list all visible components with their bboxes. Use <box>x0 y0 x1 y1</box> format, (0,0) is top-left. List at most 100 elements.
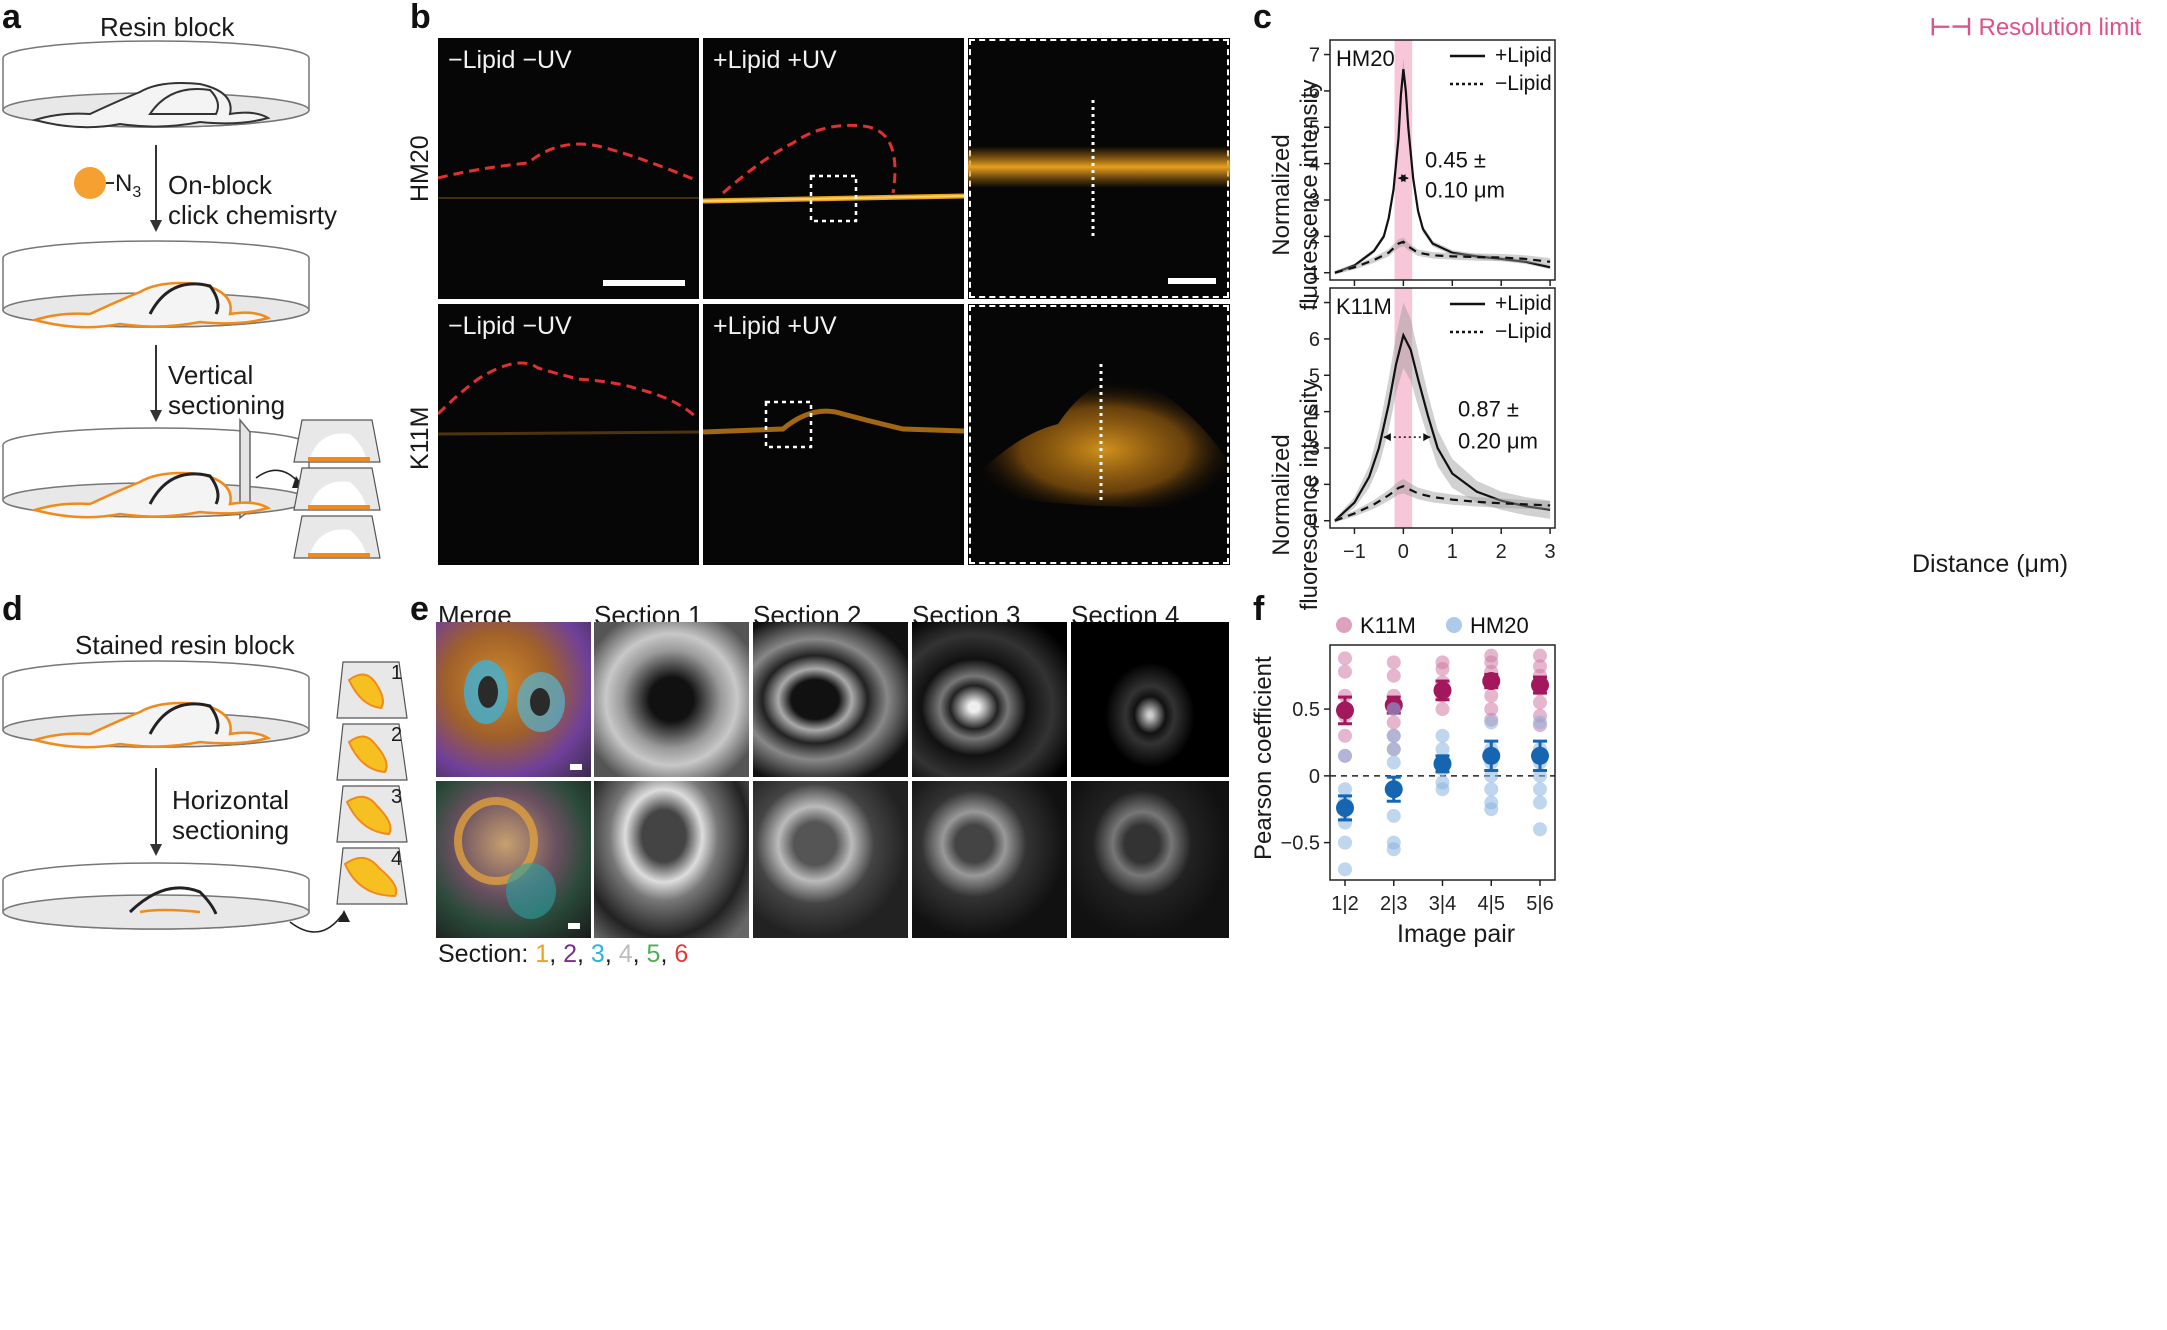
horizontal-sectioning-label: Horizontal sectioning <box>172 785 290 845</box>
row-label-hm20: HM20 <box>406 135 434 202</box>
x-tick-label: 0 <box>1398 541 1409 563</box>
resolution-band <box>1394 40 1413 280</box>
data-point-hm20 <box>1484 768 1499 783</box>
line-plot-hm20: 1 2 3 4 5 6 7 HM20 +Lipid −Lipid 0.45 ± 0.10 μm <box>1309 39 1556 286</box>
section-1-image-2 <box>594 781 749 938</box>
section-color-key: Section: 1, 2, 3, 4, 5, 6 <box>438 940 689 968</box>
fwhm-value: 0.45 ± <box>1425 147 1486 172</box>
y-tick-label: 2 <box>1309 474 1320 496</box>
legend-marker <box>1336 617 1352 633</box>
x-axis-label-f: Image pair <box>1397 920 1516 948</box>
legend-label: +Lipid <box>1495 292 1552 315</box>
data-point-hm20 <box>1338 862 1352 877</box>
series-line-plus-lipid <box>1334 332 1551 522</box>
azide-molecule-icon <box>74 167 106 199</box>
section-key-5: 5 <box>646 940 661 968</box>
y-tick-label: 6 <box>1309 81 1320 103</box>
legend-label: K11M <box>1360 613 1416 638</box>
scatter-plot: −0.5 0 0.5 1|2 2|3 3|4 4|5 5|6 K11M HM20 <box>1281 613 1556 915</box>
x-tick-label: 3|4 <box>1429 893 1456 915</box>
section-2-image-1 <box>753 622 908 777</box>
condition-label: −Lipid −UV <box>448 46 572 74</box>
panel-label-d: d <box>2 590 23 628</box>
section-1-image-1 <box>594 622 749 777</box>
condition-label: +Lipid +UV <box>713 46 837 74</box>
panel-label-b: b <box>410 0 431 36</box>
arrowhead-icon <box>1401 174 1409 183</box>
data-point-k11m <box>1386 655 1401 670</box>
section-key-4: 4 <box>618 940 633 968</box>
panel-label-e: e <box>410 590 429 628</box>
section-key-2: 2 <box>563 940 577 968</box>
plot-title: K11M <box>1336 294 1392 319</box>
x-tick-label: 1|2 <box>1331 893 1358 915</box>
data-point-k11m <box>1338 651 1352 666</box>
click-chemistry-label: On-block click chemisrty <box>168 170 338 230</box>
panel-d-schematic <box>2 660 350 933</box>
mean-point-k11m <box>1482 672 1501 691</box>
mean-point-hm20 <box>1531 746 1549 765</box>
micrograph-k11m-control: −Lipid −UV <box>438 304 699 565</box>
section-stack-vertical <box>293 419 381 559</box>
y-tick-label: −0.5 <box>1281 833 1320 855</box>
data-point-k11m <box>1435 662 1450 677</box>
mean-point-hm20 <box>1384 780 1403 799</box>
x-tick-label: 5|6 <box>1526 893 1553 915</box>
legend-label: HM20 <box>1470 613 1529 638</box>
mean-point-hm20 <box>1482 746 1501 765</box>
y-tick-label: 0.5 <box>1292 699 1320 721</box>
y-tick-label: 0 <box>1309 766 1320 788</box>
data-point-hm20 <box>1338 835 1352 850</box>
series-line-minus-lipid <box>1334 240 1551 274</box>
y-axis-label-f: Pearson coefficient <box>1250 656 1277 860</box>
micrograph-k11m-zoom <box>968 304 1230 565</box>
mean-point-k11m <box>1433 681 1452 700</box>
merge-image-2 <box>436 781 591 938</box>
data-point-hm20 <box>1386 742 1401 757</box>
line-plot-k11m: 1 2 3 4 5 6 7 −1 0 1 2 3 K11M +Lipid −Lipid 0.87 ± 0.20 … <box>1309 287 1556 563</box>
legend-marker <box>1446 617 1462 633</box>
plot-frame <box>1329 39 1556 281</box>
data-point-hm20 <box>1533 782 1547 797</box>
x-tick-label: 2 <box>1496 541 1507 563</box>
micrograph-hm20-control: −Lipid −UV <box>438 38 699 299</box>
section-2-image-2 <box>753 781 908 938</box>
data-point-k11m <box>1435 702 1450 717</box>
data-point-hm20 <box>1533 795 1547 810</box>
vertical-sectioning-label: Vertical sectioning <box>168 360 286 420</box>
y-tick-label: 4 <box>1309 402 1320 424</box>
data-point-k11m <box>1338 664 1352 679</box>
merge-image-1 <box>436 622 591 777</box>
data-point-hm20 <box>1435 728 1450 743</box>
fwhm-value: 0.87 ± <box>1458 396 1519 421</box>
x-axis-label: Distance (μm) <box>1912 550 2069 578</box>
condition-label: −Lipid −UV <box>448 312 572 340</box>
data-point-k11m <box>1338 728 1352 743</box>
row-label-k11m: K11M <box>406 406 434 470</box>
plot-title: HM20 <box>1336 46 1395 71</box>
legend-label: +Lipid <box>1495 44 1552 67</box>
data-point-hm20 <box>1386 755 1401 770</box>
data-point-k11m <box>1386 715 1401 730</box>
y-tick-label: 3 <box>1309 190 1320 212</box>
resolution-limit-legend: ⊢⊣ Resolution limit <box>1930 14 2142 41</box>
x-tick-label: 1 <box>1447 541 1458 563</box>
section-stack-horizontal: 1 2 3 4 <box>335 660 410 960</box>
y-tick-label: 5 <box>1309 117 1320 139</box>
mean-point-k11m <box>1336 701 1354 720</box>
mean-point-hm20 <box>1433 754 1452 773</box>
data-point-hm20 <box>1533 768 1547 783</box>
panel-c-plots: 1 2 3 4 5 6 7 HM20 +Lipid −Lipid 0.45 ± 0.10 μm 1 2 3 4… <box>1309 39 1556 563</box>
condition-label: +Lipid +UV <box>713 312 837 340</box>
data-point-hm20 <box>1484 782 1499 797</box>
data-point-hm20 <box>1533 822 1547 837</box>
data-point-k11m <box>1533 695 1547 710</box>
mean-point-k11m <box>1531 676 1549 695</box>
resolution-band <box>1394 288 1413 528</box>
panel-f-plot: −0.5 0 0.5 1|2 2|3 3|4 4|5 5|6 K11M HM20 <box>1281 613 1556 915</box>
y-tick-label: 2 <box>1309 226 1320 248</box>
data-point-hm20 <box>1435 782 1450 797</box>
micrograph-hm20-zoom <box>968 38 1230 299</box>
y-tick-label: 1 <box>1309 263 1320 285</box>
data-point-hm20 <box>1386 842 1401 857</box>
